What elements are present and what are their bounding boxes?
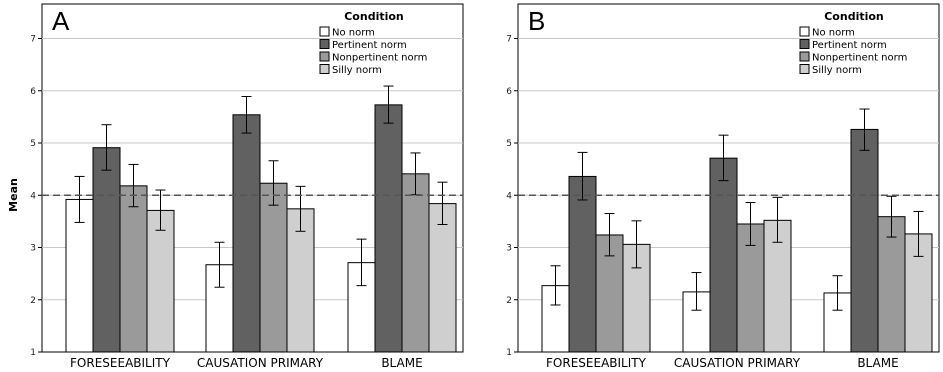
bar (850, 128, 879, 353)
y-tick-label: 7 (30, 35, 36, 45)
y-tick-label: 7 (506, 35, 512, 45)
legend-swatch (319, 39, 330, 49)
bar (286, 208, 315, 353)
y-tick-label: 5 (30, 139, 36, 149)
bar (92, 147, 121, 353)
legend-title: Condition (344, 10, 404, 23)
legend-entry-label: Silly norm (332, 65, 382, 76)
bar (374, 104, 403, 353)
x-category-label: BLAME (857, 356, 898, 370)
bar (146, 209, 175, 353)
bar (428, 203, 457, 353)
legend-swatch (319, 26, 330, 37)
bar (232, 114, 261, 353)
legend-swatch (799, 39, 810, 49)
bar (119, 185, 148, 353)
x-category-label: CAUSATION PRIMARY (197, 356, 324, 370)
y-tick-label: 5 (506, 139, 512, 149)
y-tick-label: 2 (30, 296, 36, 306)
bar (259, 182, 288, 353)
legend-swatch (319, 64, 330, 74)
y-tick-label: 6 (506, 87, 512, 97)
y-tick-label: 3 (506, 244, 512, 254)
legend-swatch (799, 51, 810, 62)
legend-entry-label: Pertinent norm (332, 40, 407, 51)
legend-entry-label: No norm (332, 28, 375, 39)
bar (709, 157, 738, 353)
bar (568, 175, 597, 353)
y-tick-label: 1 (506, 348, 512, 358)
y-tick-label: 4 (30, 191, 36, 201)
bar (65, 198, 94, 353)
x-category-label: FORESEEABILITY (70, 356, 171, 370)
legend-entry-label: Nonpertinent norm (812, 53, 907, 64)
legend-entry-label: Silly norm (812, 65, 862, 76)
legend-entry-label: Pertinent norm (812, 40, 887, 51)
legend-swatch (799, 26, 810, 37)
legend-swatch (319, 51, 330, 62)
x-category-label: FORESEEABILITY (546, 356, 647, 370)
y-tick-label: 2 (506, 296, 512, 306)
y-tick-label: 6 (30, 87, 36, 97)
panel-label: A (52, 6, 70, 36)
panel-label: B (528, 6, 545, 36)
y-tick-label: 3 (30, 244, 36, 254)
legend-entry-label: No norm (812, 28, 855, 39)
bar (877, 216, 906, 353)
x-category-label: BLAME (381, 356, 422, 370)
legend-swatch (799, 64, 810, 74)
legend-entry-label: Nonpertinent norm (332, 53, 427, 64)
x-category-label: CAUSATION PRIMARY (674, 356, 801, 370)
bar (401, 173, 430, 353)
legend-title: Condition (824, 10, 884, 23)
y-tick-label: 1 (30, 348, 36, 358)
y-axis-label: Mean (7, 178, 20, 212)
y-tick-label: 4 (506, 191, 512, 201)
